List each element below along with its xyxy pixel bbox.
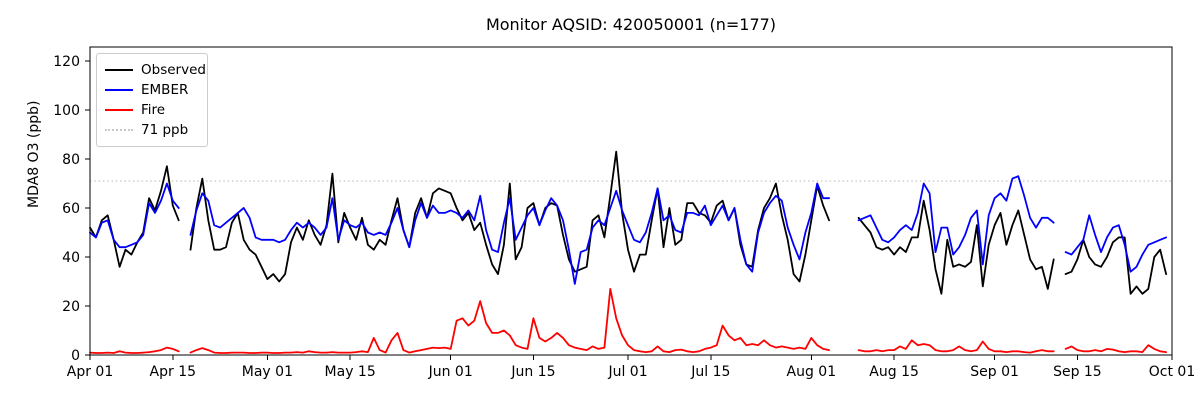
y-tick-label: 0 (71, 348, 80, 364)
x-tick-label: Aug 15 (869, 364, 919, 380)
legend-label-ember: EMBER (141, 82, 189, 98)
y-tick-label: 40 (62, 250, 80, 266)
axes-frame (89, 46, 1173, 356)
legend-item-ember: EMBER (105, 80, 197, 100)
chart-title: Monitor AQSID: 420050001 (n=177) (485, 15, 777, 34)
threshold-line-swatch (105, 129, 133, 131)
x-tick-label: May 15 (325, 364, 376, 380)
ember-line-swatch (105, 89, 133, 91)
legend-label-fire: Fire (141, 102, 166, 118)
x-tick-label: Oct 01 (1149, 364, 1195, 380)
x-tick-label: Jul 01 (607, 364, 647, 380)
x-tick-label: Jul 15 (690, 364, 730, 380)
x-tick-label: May 01 (242, 364, 293, 380)
y-tick-label: 120 (53, 54, 80, 70)
x-tick-label: Jun 01 (428, 364, 473, 380)
series-line-observed (89, 150, 1167, 295)
observed-line-swatch (105, 69, 133, 71)
y-axis: 0 20 40 60 80 100 120 (53, 54, 90, 364)
x-tick-label: Jun 15 (510, 364, 555, 380)
y-tick-label: 60 (62, 201, 80, 217)
x-tick-label: Apr 01 (67, 364, 113, 380)
y-tick-label: 80 (62, 152, 80, 168)
legend-label-observed: Observed (141, 62, 206, 78)
y-tick-label: 100 (53, 103, 80, 119)
x-tick-label: Sep 01 (970, 364, 1019, 380)
fire-line-swatch (105, 109, 133, 111)
y-tick-label: 20 (62, 299, 80, 315)
series-line-fire (89, 288, 1167, 354)
legend-item-threshold: 71 ppb (105, 120, 197, 140)
x-tick-label: Aug 01 (787, 364, 837, 380)
legend-label-threshold: 71 ppb (141, 122, 189, 138)
legend: Observed EMBER Fire 71 ppb (96, 53, 208, 147)
x-axis: Apr 01 Apr 15 May 01 May 15 Jun 01 Jun 15 Jul … (67, 355, 1195, 380)
legend-item-fire: Fire (105, 100, 197, 120)
legend-item-observed: Observed (105, 60, 206, 80)
series-line-ember (89, 175, 1167, 285)
x-tick-label: Apr 15 (150, 364, 196, 380)
x-tick-label: Sep 15 (1053, 364, 1102, 380)
